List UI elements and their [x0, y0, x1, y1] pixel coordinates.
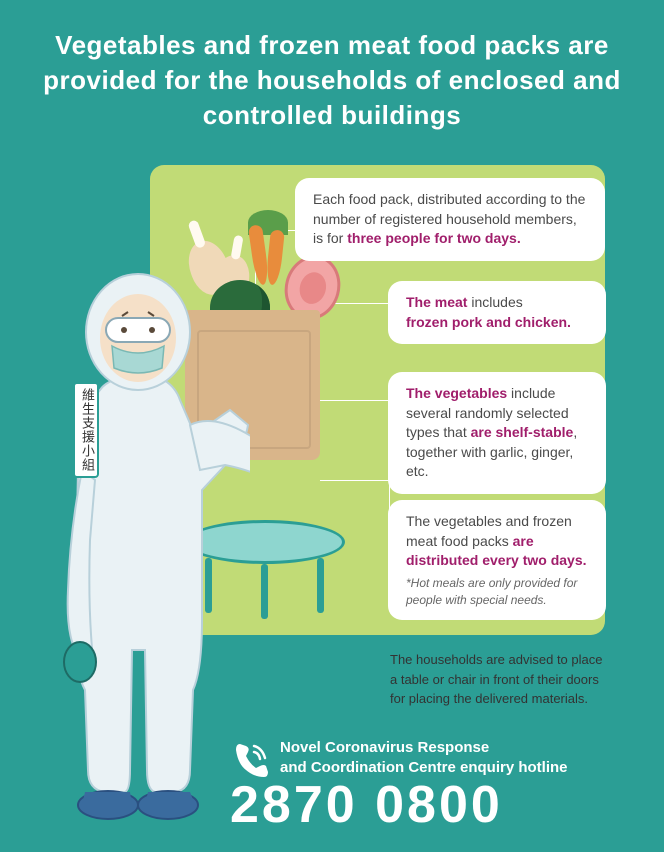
hotline-label-line1: Novel Coronavirus Response: [280, 738, 568, 758]
worker-illustration: [30, 270, 250, 840]
advice-text: The households are advised to place a ta…: [390, 650, 610, 709]
worker-badge: 維生支援小組: [73, 382, 99, 478]
card-footnote: *Hot meals are only provided for people …: [406, 575, 588, 609]
hotline-block: Novel Coronavirus Response and Coordinat…: [230, 738, 568, 831]
card-emphasis: The meat: [406, 294, 467, 310]
card-emphasis: The vegetables: [406, 385, 507, 401]
card-text: The vegetables and frozen meat food pack…: [406, 513, 572, 549]
info-card-foodpack: Each food pack, distributed according to…: [295, 178, 605, 261]
card-text: includes: [467, 294, 522, 310]
info-card-distribution: The vegetables and frozen meat food pack…: [388, 500, 606, 620]
phone-icon: [230, 740, 272, 782]
info-card-meat: The meat includes frozen pork and chicke…: [388, 281, 606, 344]
hotline-number: 2870 0800: [230, 779, 568, 831]
connector-line: [320, 400, 390, 401]
hotline-label-line2: and Coordination Centre enquiry hotline: [280, 758, 568, 778]
info-card-vegetables: The vegetables include several randomly …: [388, 372, 606, 494]
page-title: Vegetables and frozen meat food packs ar…: [0, 0, 664, 151]
card-emphasis: are shelf-stable: [471, 424, 574, 440]
card-emphasis: frozen pork and chicken.: [406, 314, 571, 330]
card-emphasis: three people for two days.: [347, 230, 520, 246]
